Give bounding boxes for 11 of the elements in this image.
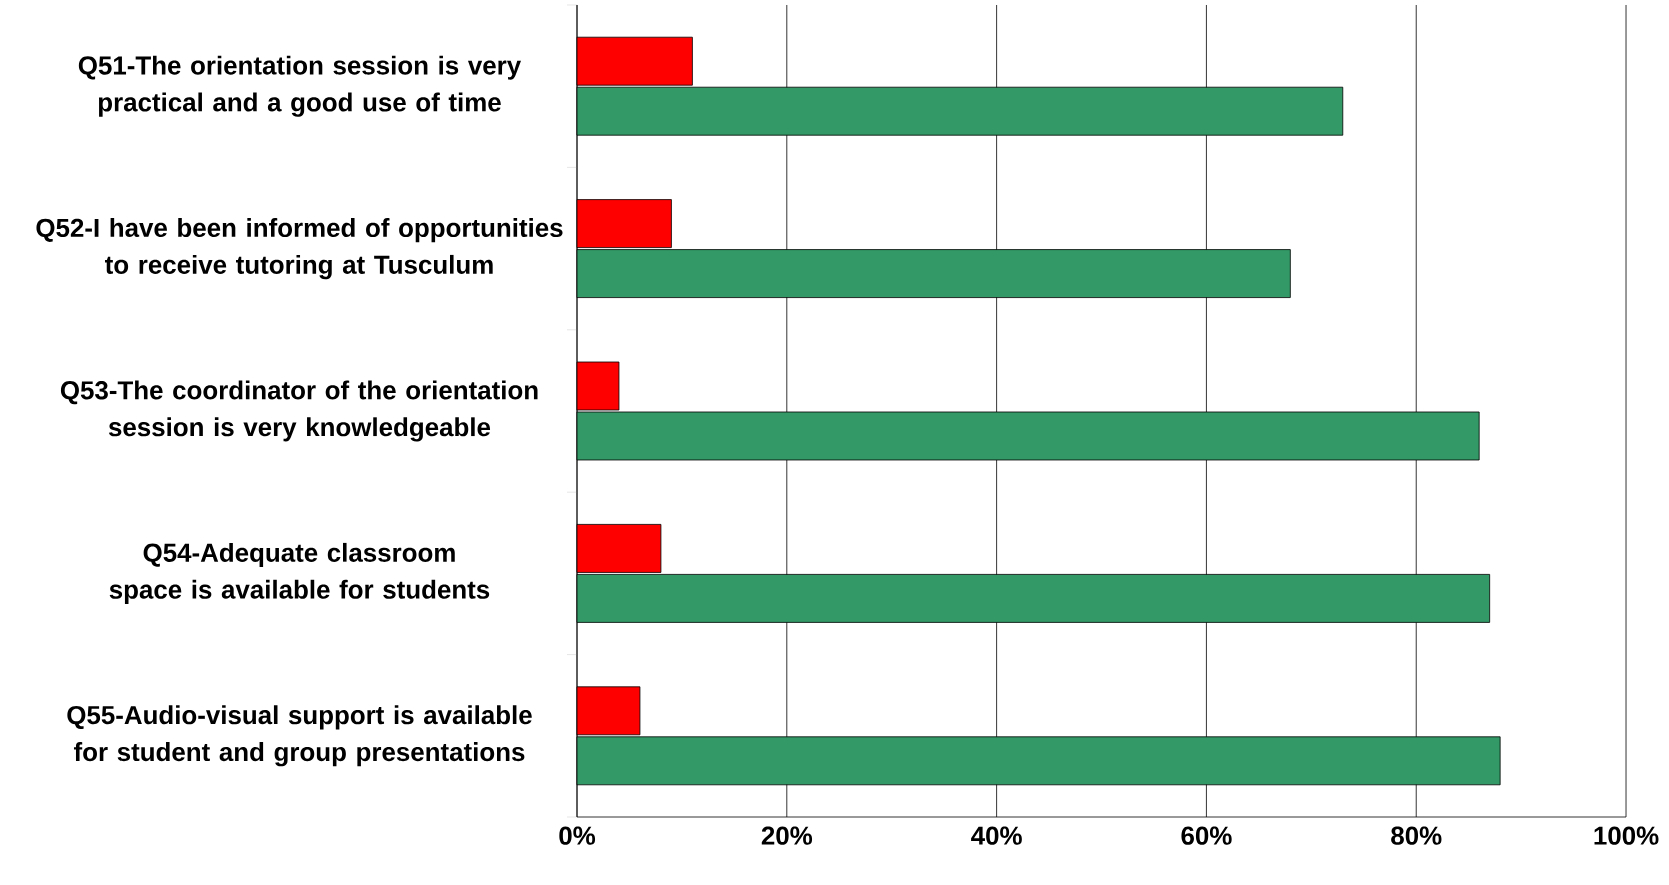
- x-tick-label: 0%: [559, 826, 596, 845]
- y-tick-label: Q54-Adequate classroom space is available for students: [109, 542, 490, 604]
- y-tick-label: Q52-I have been informed of opportunities to receive tutoring at Tusculum: [36, 218, 563, 280]
- y-tick-label: Q55-Audio-visual support is available for student and group presentations: [67, 705, 532, 767]
- x-tick-label: 100%: [1594, 826, 1659, 845]
- x-tick-label: 40%: [971, 826, 1022, 845]
- x-tick-label: 60%: [1181, 826, 1232, 845]
- x-tick-label: 20%: [761, 826, 813, 845]
- y-tick-label: Q51-The orientation session is very practical and a good use of time: [78, 55, 522, 117]
- x-tick-label: 80%: [1391, 826, 1442, 845]
- y-tick-label: Q53-The coordinator of the orientation session is very knowledgeable: [60, 380, 538, 442]
